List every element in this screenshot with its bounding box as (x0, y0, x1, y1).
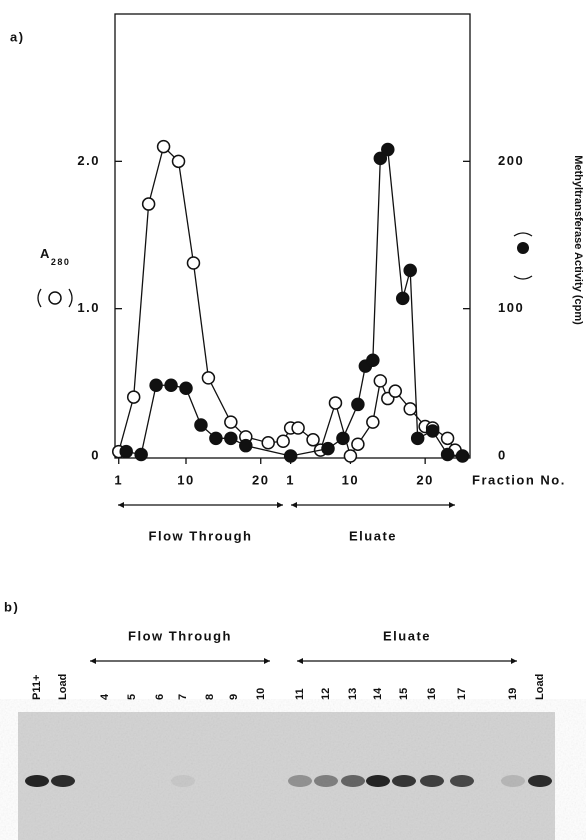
gel-band (25, 775, 49, 787)
lane-label: 4 (99, 693, 111, 700)
data-point (344, 450, 356, 462)
group-label: Eluate (349, 528, 397, 543)
data-point (367, 354, 379, 366)
x-tick-label: 20 (252, 472, 269, 487)
x-tick-label: 10 (342, 472, 359, 487)
lane-label: 19 (507, 688, 519, 700)
gel-band (314, 775, 338, 787)
legend-marker-filled (517, 242, 529, 254)
data-point (180, 382, 192, 394)
x-tick-label: 10 (177, 472, 194, 487)
legend-bracket (514, 233, 532, 279)
data-point (412, 432, 424, 444)
group-label: Flow Through (149, 528, 253, 543)
lane-label: 6 (154, 694, 166, 700)
data-point (135, 449, 147, 461)
gel-band (392, 775, 416, 787)
gel-band (171, 775, 195, 787)
lane-label: 9 (228, 694, 240, 700)
data-point (457, 450, 469, 462)
data-point (404, 264, 416, 276)
lane-label: P11+ (31, 675, 43, 700)
group-label: Flow Through (128, 628, 232, 643)
data-point (389, 385, 401, 397)
data-point (150, 379, 162, 391)
gel-band (420, 775, 444, 787)
legend-marker-open (49, 292, 61, 304)
data-point (173, 155, 185, 167)
lane-label: 17 (456, 688, 468, 700)
panel-label: b) (4, 599, 19, 614)
gel-band (341, 775, 365, 787)
x-tick-label: 1 (114, 472, 123, 487)
data-point (292, 422, 304, 434)
lane-label: 15 (398, 688, 410, 700)
group-label: Eluate (383, 628, 431, 643)
gel-band (366, 775, 390, 787)
panel-label: a) (10, 29, 25, 44)
data-point (404, 403, 416, 415)
data-point (337, 432, 349, 444)
gel-band (51, 775, 75, 787)
data-point (158, 141, 170, 153)
data-point (427, 425, 439, 437)
data-point (187, 257, 199, 269)
data-point (352, 398, 364, 410)
gel-band (528, 775, 552, 787)
data-point (277, 435, 289, 447)
y-axis-label: A280 (40, 246, 70, 267)
data-point (165, 379, 177, 391)
x-tick-label: 20 (416, 472, 433, 487)
x-tick-label: 1 (286, 472, 295, 487)
data-point (374, 375, 386, 387)
data-point (322, 443, 334, 455)
y-tick-label: 0 (91, 447, 100, 462)
data-point (143, 198, 155, 210)
y-tick-label: 2.0 (77, 153, 100, 168)
data-point (442, 449, 454, 461)
data-point (329, 397, 341, 409)
data-point (240, 440, 252, 452)
lane-label: 14 (372, 687, 384, 700)
lane-label: Load (534, 674, 546, 700)
data-point (128, 391, 140, 403)
data-point (367, 416, 379, 428)
lane-label: 8 (204, 694, 216, 700)
gel (18, 712, 555, 840)
lane-label: 10 (255, 688, 267, 700)
data-point (285, 450, 297, 462)
gel-band (501, 775, 525, 787)
data-point (202, 372, 214, 384)
x-axis-label: Fraction No. (472, 472, 566, 487)
data-point (262, 437, 274, 449)
data-point (210, 432, 222, 444)
data-point (352, 438, 364, 450)
data-point (397, 292, 409, 304)
data-point (225, 432, 237, 444)
figure: a) A280 Methyltransferase Activity (cpm)… (0, 0, 586, 840)
data-point (307, 434, 319, 446)
y2-tick-label: 200 (498, 153, 524, 168)
y-tick-label: 1.0 (77, 300, 100, 315)
data-point (442, 432, 454, 444)
lane-label: 12 (320, 688, 332, 700)
lane-label: 13 (347, 688, 359, 700)
gel-grain (18, 712, 555, 840)
data-point (382, 144, 394, 156)
data-point (120, 446, 132, 458)
gel-band (288, 775, 312, 787)
lane-label: 5 (126, 694, 138, 700)
lane-label: 11 (294, 688, 306, 700)
data-point (225, 416, 237, 428)
y2-axis-label: Methyltransferase Activity (cpm) (572, 155, 584, 325)
lane-label: Load (57, 674, 69, 700)
lane-label: 16 (426, 688, 438, 700)
lane-label: 7 (177, 694, 189, 700)
y2-tick-label: 0 (498, 447, 507, 462)
data-point (195, 419, 207, 431)
gel-band (450, 775, 474, 787)
y2-tick-label: 100 (498, 300, 524, 315)
